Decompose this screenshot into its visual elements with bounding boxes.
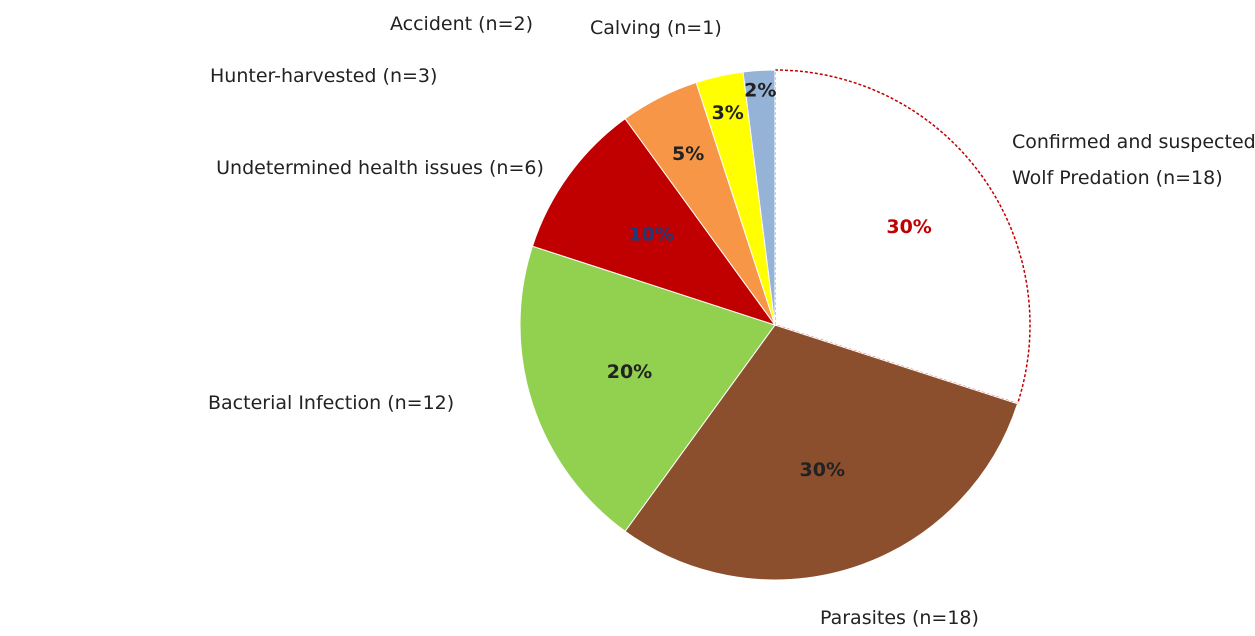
slice-label: Hunter-harvested (n=3) xyxy=(210,65,438,87)
slice-label: Confirmed and suspected Wolf Predation (… xyxy=(1012,131,1255,189)
value-label: 2% xyxy=(744,79,776,101)
value-label: 30% xyxy=(886,216,931,238)
slice-label: Bacterial Infection (n=12) xyxy=(208,392,455,414)
value-label: 3% xyxy=(712,102,744,124)
pie-slice xyxy=(774,69,1031,405)
value-label: 30% xyxy=(800,459,845,481)
slice-label: Accident (n=2) xyxy=(390,13,533,35)
value-label: 5% xyxy=(672,143,704,165)
slice-label: Undetermined health issues (n=6) xyxy=(216,157,544,179)
pie-slice xyxy=(519,245,776,532)
pie-slice xyxy=(742,69,776,326)
pie-slice xyxy=(624,324,1019,581)
slice-label: Calving (n=1) xyxy=(590,17,722,39)
pie-slice xyxy=(531,118,777,326)
value-label: 10% xyxy=(628,224,673,246)
slice-label: Parasites (n=18) xyxy=(820,607,979,629)
value-label: 20% xyxy=(607,361,652,383)
